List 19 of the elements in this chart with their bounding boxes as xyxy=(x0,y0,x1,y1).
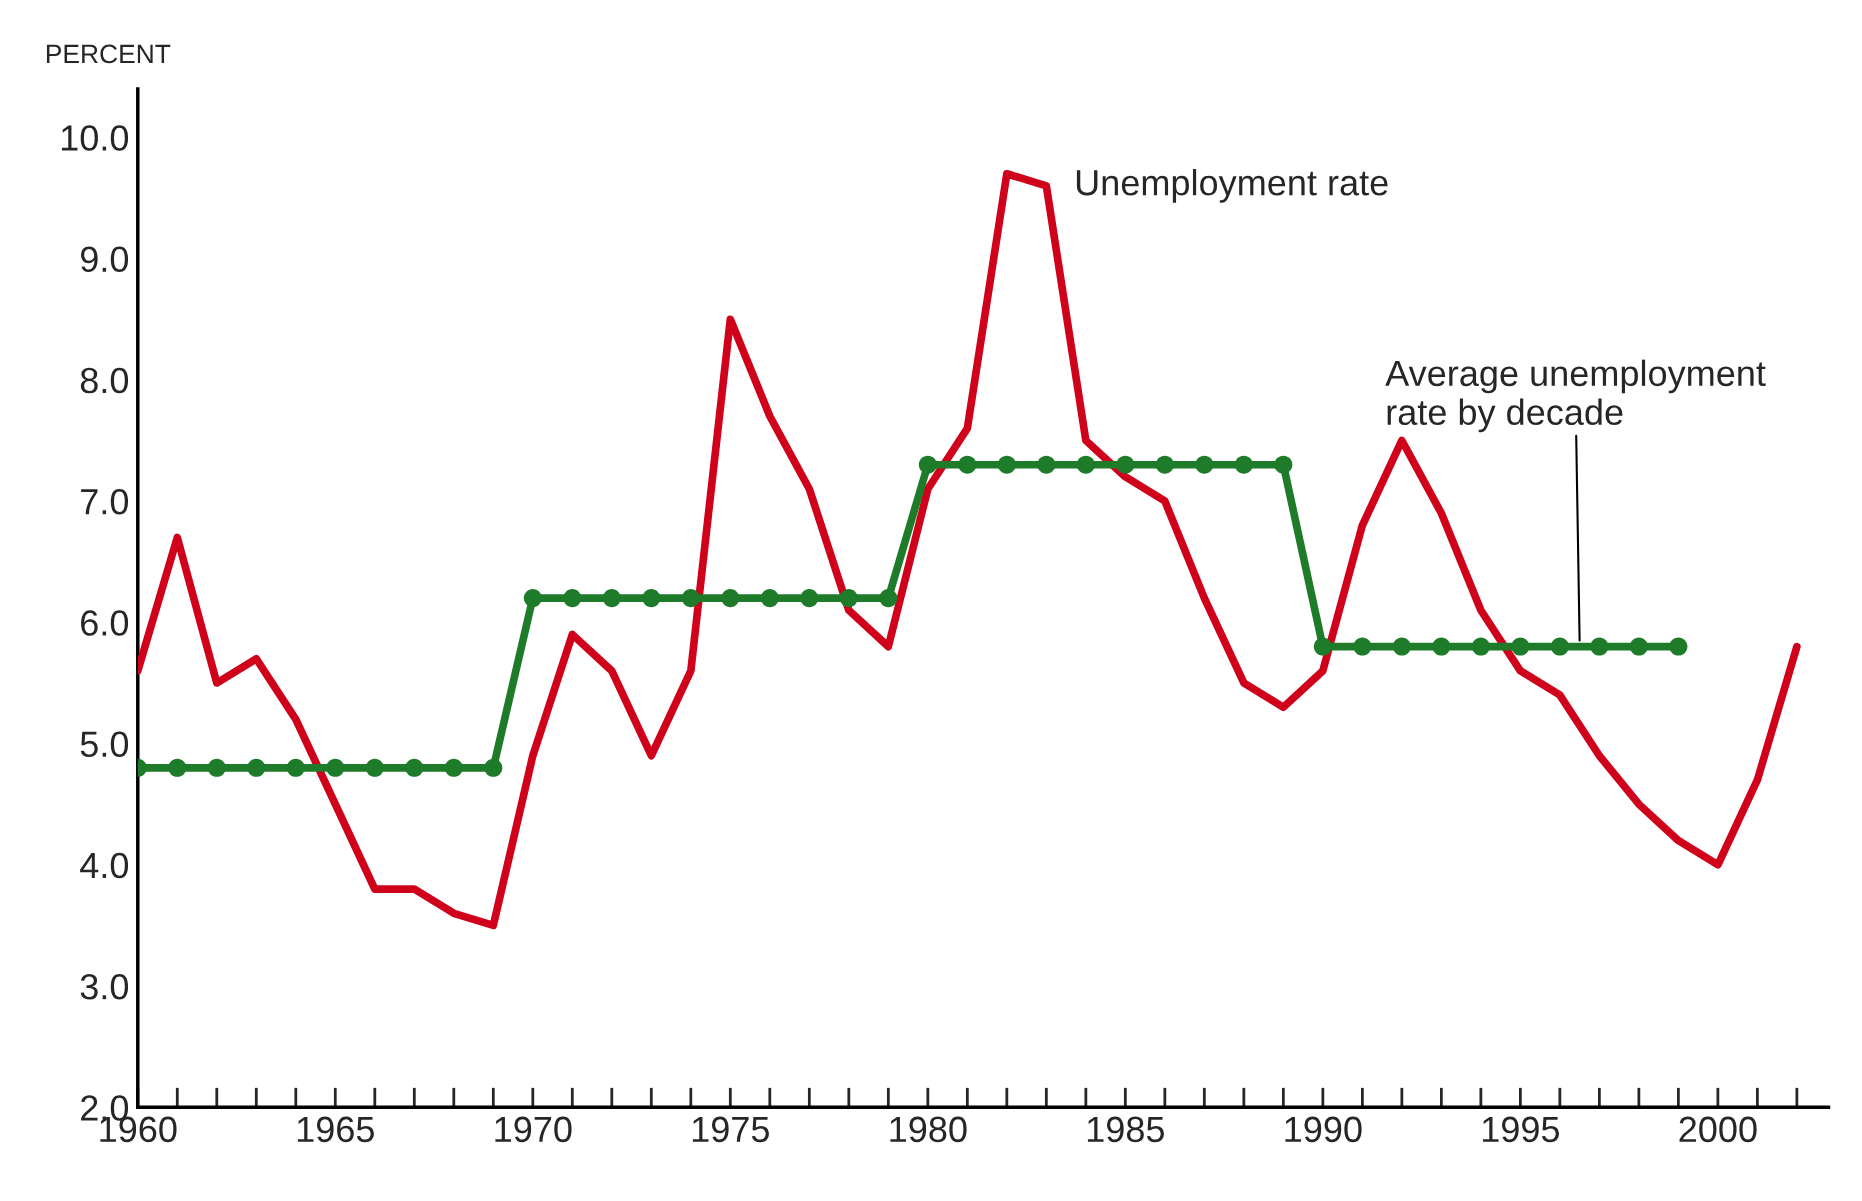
x-tick-label: 1985 xyxy=(1087,1116,1164,1143)
y-tick-label: 8.0 xyxy=(80,367,129,394)
x-tick-label: 1975 xyxy=(692,1116,769,1143)
annotation: Unemployment rate xyxy=(1076,169,1388,203)
x-tick-label: 1970 xyxy=(495,1116,572,1143)
x-tick-label: 1995 xyxy=(1482,1116,1560,1143)
y-tick-label: 9.0 xyxy=(80,246,129,273)
y-tick-label: 6.0 xyxy=(81,610,129,636)
y-tick-label: 4.0 xyxy=(80,852,129,879)
y-tick-label: 3.0 xyxy=(80,973,129,1000)
y-tick-label: 7.0 xyxy=(81,488,129,515)
x-tick-label: 2000 xyxy=(1679,1116,1757,1143)
x-tick-label: 1965 xyxy=(297,1116,374,1143)
y-tick-label: 5.0 xyxy=(80,731,129,758)
annotation: Average unemployment rate by decade xyxy=(1385,359,1766,433)
x-tick-label: 1980 xyxy=(890,1116,967,1143)
y-axis-title: PERCENT xyxy=(46,44,171,64)
y-tick-label: 10.0 xyxy=(61,125,129,151)
x-tick-label: 1990 xyxy=(1285,1116,1362,1143)
